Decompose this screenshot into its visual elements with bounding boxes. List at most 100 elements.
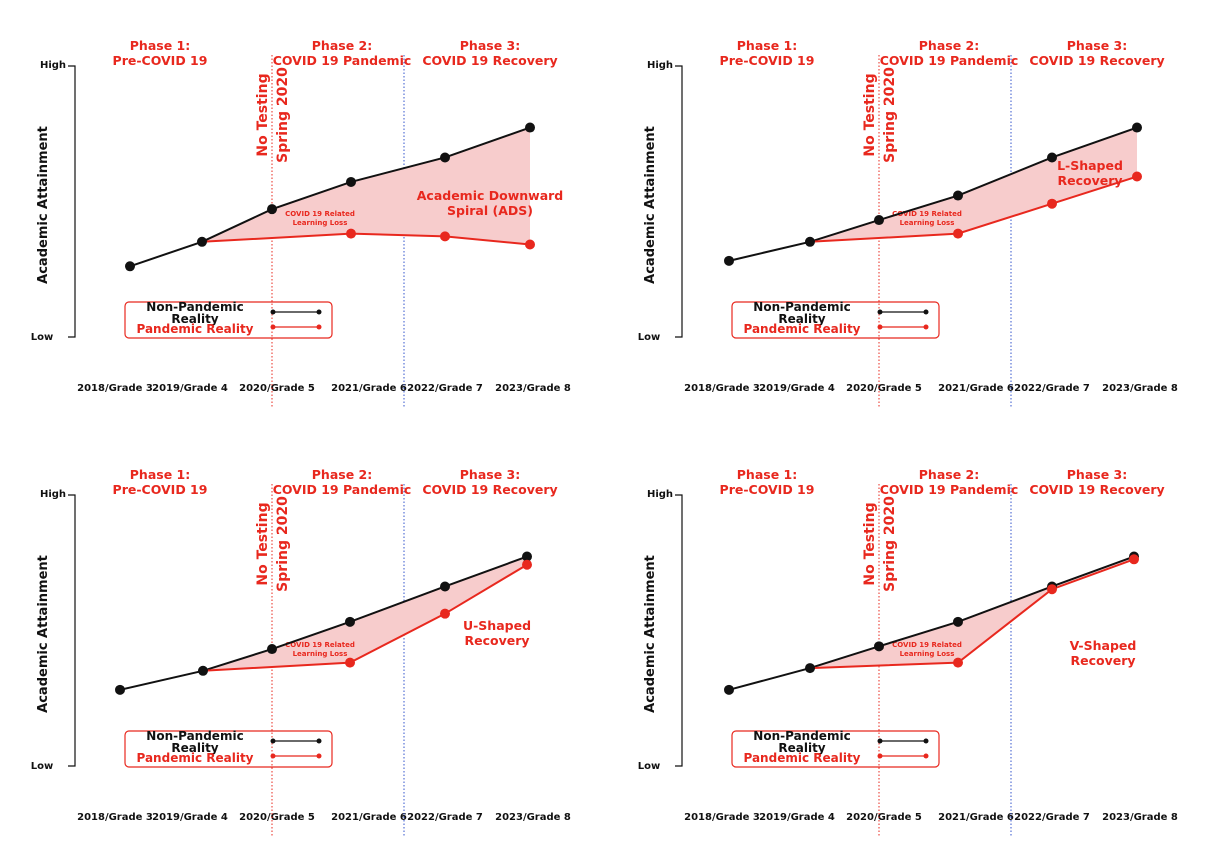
- x-tick-label: 2018/Grade 3: [77, 812, 153, 823]
- point-non-pandemic: [197, 236, 207, 247]
- x-tick-label: 2021/Grade 6: [331, 383, 407, 394]
- outcome-label-line2: Recovery: [464, 633, 529, 648]
- point-non-pandemic: [724, 255, 734, 266]
- point-pandemic: [522, 559, 532, 570]
- phase-subtitle: COVID 19 Pandemic: [273, 482, 412, 497]
- no-testing-label: No Testing Spring 2020: [862, 496, 898, 592]
- loss-label-line1: COVID 19 Related: [892, 641, 962, 649]
- phase-subtitle: COVID 19 Recovery: [1029, 53, 1164, 68]
- no-testing-line1: No Testing: [255, 502, 271, 585]
- legend-marker-pandemic: [270, 324, 276, 330]
- point-non-pandemic: [953, 616, 963, 627]
- y-tick-low: Low: [638, 332, 660, 343]
- legend-marker-pandemic: [316, 753, 322, 759]
- loss-label-line1: COVID 19 Related: [285, 641, 355, 649]
- learning-loss-area: [810, 556, 1134, 669]
- legend-box: [124, 301, 333, 339]
- phase-title: Phase 2:: [919, 38, 979, 53]
- legend-marker-pandemic: [270, 753, 276, 759]
- point-pandemic: [1047, 198, 1057, 209]
- x-tick-label: 2021/Grade 6: [331, 812, 407, 823]
- x-tick-label: 2019/Grade 4: [152, 383, 228, 394]
- phase-subtitle: Pre-COVID 19: [113, 482, 208, 497]
- no-testing-line1: No Testing: [255, 73, 271, 156]
- legend-box: [731, 301, 940, 339]
- point-pandemic: [440, 608, 450, 619]
- phase-title: Phase 3:: [1067, 38, 1127, 53]
- x-tick-label: 2022/Grade 7: [407, 812, 483, 823]
- loss-label-line2: Learning Loss: [900, 219, 955, 227]
- x-tick-label: 2018/Grade 3: [77, 383, 153, 394]
- point-non-pandemic: [345, 616, 355, 627]
- legend-marker-pandemic: [316, 324, 322, 330]
- legend-label-pandemic: Pandemic Reality: [136, 751, 253, 765]
- legend-marker-pandemic: [877, 324, 883, 330]
- y-tick-high: High: [40, 489, 66, 500]
- x-tick-label: 2020/Grade 5: [239, 383, 315, 394]
- legend-marker-non-pandemic: [877, 738, 883, 744]
- no-testing-line1: No Testing: [862, 502, 878, 585]
- legend-label-pandemic: Pandemic Reality: [743, 322, 860, 336]
- legend-marker-non-pandemic: [923, 309, 929, 315]
- point-non-pandemic: [805, 663, 815, 674]
- legend-label-pandemic: Pandemic Reality: [743, 751, 860, 765]
- no-testing-line2: Spring 2020: [882, 496, 898, 592]
- x-tick-label: 2023/Grade 8: [1102, 812, 1178, 823]
- phase-subtitle: COVID 19 Recovery: [422, 53, 557, 68]
- y-tick-high: High: [40, 60, 66, 71]
- legend-label-non-pandemic-2: Reality: [171, 312, 218, 326]
- point-non-pandemic: [440, 581, 450, 592]
- x-tick-label: 2023/Grade 8: [495, 812, 571, 823]
- legend-label-non-pandemic-1: Non-Pandemic: [146, 729, 243, 743]
- point-pandemic: [525, 239, 535, 250]
- x-tick-label: 2019/Grade 4: [152, 812, 228, 823]
- phase-title: Phase 1:: [737, 38, 797, 53]
- outcome-label-line1: L-Shaped: [1057, 158, 1123, 173]
- phase-title: Phase 2:: [312, 38, 372, 53]
- series-line-non-pandemic: [728, 126, 1138, 262]
- phase-subtitle: COVID 19 Pandemic: [880, 53, 1019, 68]
- point-non-pandemic: [267, 644, 277, 655]
- point-pandemic: [1129, 554, 1139, 565]
- y-axis-label: Academic Attainment: [36, 126, 51, 284]
- x-tick-label: 2023/Grade 8: [1102, 383, 1178, 394]
- legend-box: [731, 730, 940, 768]
- outcome-label-line2: Spiral (ADS): [447, 203, 533, 218]
- point-non-pandemic: [440, 152, 450, 163]
- point-pandemic: [1047, 584, 1057, 595]
- legend-marker-non-pandemic: [316, 738, 322, 744]
- phase-subtitle: COVID 19 Recovery: [422, 482, 557, 497]
- point-non-pandemic: [522, 551, 532, 562]
- legend-marker-non-pandemic: [270, 738, 276, 744]
- legend-marker-non-pandemic: [923, 738, 929, 744]
- point-non-pandemic: [125, 261, 135, 272]
- phase-title: Phase 3:: [1067, 467, 1127, 482]
- no-testing-label: No Testing Spring 2020: [862, 67, 898, 163]
- series-line-pandemic: [809, 175, 1138, 243]
- y-axis-label: Academic Attainment: [36, 555, 51, 713]
- point-non-pandemic: [874, 215, 884, 226]
- outcome-label-line2: Recovery: [1057, 173, 1122, 188]
- legend-label-non-pandemic-2: Reality: [778, 741, 825, 755]
- no-testing-label: No Testing Spring 2020: [255, 496, 291, 592]
- legend-box: [124, 730, 333, 768]
- point-non-pandemic: [115, 684, 125, 695]
- loss-label-line1: COVID 19 Related: [892, 210, 962, 218]
- series-line-non-pandemic: [119, 555, 528, 691]
- no-testing-line1: No Testing: [862, 73, 878, 156]
- outcome-label-line2: Recovery: [1070, 653, 1135, 668]
- x-tick-label: 2022/Grade 7: [1014, 383, 1090, 394]
- no-testing-line2: Spring 2020: [275, 496, 291, 592]
- point-non-pandemic: [953, 190, 963, 201]
- x-tick-label: 2019/Grade 4: [759, 812, 835, 823]
- phase-subtitle: Pre-COVID 19: [113, 53, 208, 68]
- outcome-label-line1: V-Shaped: [1070, 638, 1137, 653]
- x-tick-label: 2018/Grade 3: [684, 812, 760, 823]
- point-pandemic: [345, 657, 355, 668]
